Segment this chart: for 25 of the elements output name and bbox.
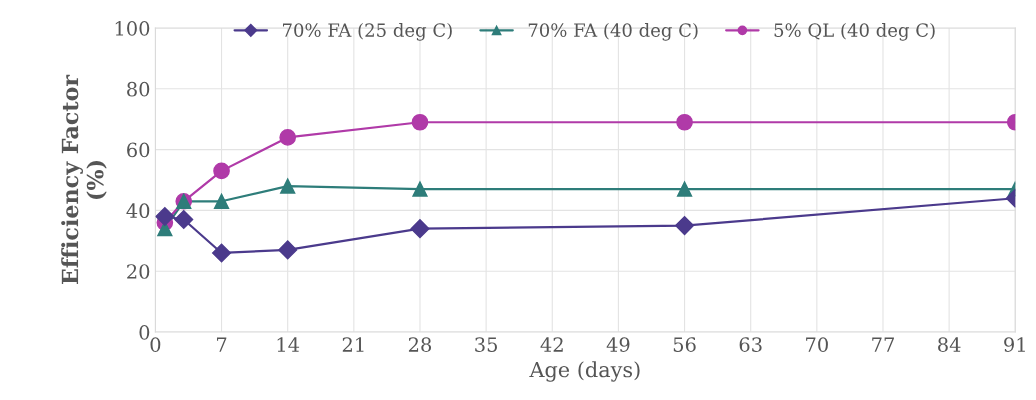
y-tick-label: 40 xyxy=(126,203,150,219)
x-tick-label: 21 xyxy=(342,337,364,352)
x-tick-label: 7 xyxy=(216,337,227,352)
x-tick-label: 84 xyxy=(938,337,961,352)
legend-label: 5% QL (40 deg C) xyxy=(774,22,935,41)
x-tick-label: 49 xyxy=(606,337,630,352)
y-tick-label: 0 xyxy=(139,324,150,340)
y-axis-title: Efficiency Factor (%) xyxy=(61,74,107,285)
y-tick-label: 80 xyxy=(127,81,150,97)
x-tick-label: 0 xyxy=(150,337,161,352)
x-tick-label: 91 xyxy=(1004,337,1025,352)
x-tick-label: 56 xyxy=(673,337,696,352)
y-tick-label: 20 xyxy=(127,264,150,279)
x-tick-label: 77 xyxy=(872,337,894,352)
x-tick-label: 28 xyxy=(408,337,432,352)
y-tick-label: 60 xyxy=(127,142,150,158)
x-tick-label: 14 xyxy=(277,337,300,352)
y-tick-label: 100 xyxy=(115,20,150,36)
x-axis-title: Age (days) xyxy=(529,361,640,382)
x-tick-label: 42 xyxy=(540,337,563,352)
x-tick-label: 35 xyxy=(475,337,497,352)
legend-label: 70% FA (25 deg C) xyxy=(283,22,452,41)
x-tick-label: 63 xyxy=(739,337,762,352)
legend-label: 70% FA (40 deg C) xyxy=(528,22,698,41)
x-tick-label: 70 xyxy=(806,337,828,352)
